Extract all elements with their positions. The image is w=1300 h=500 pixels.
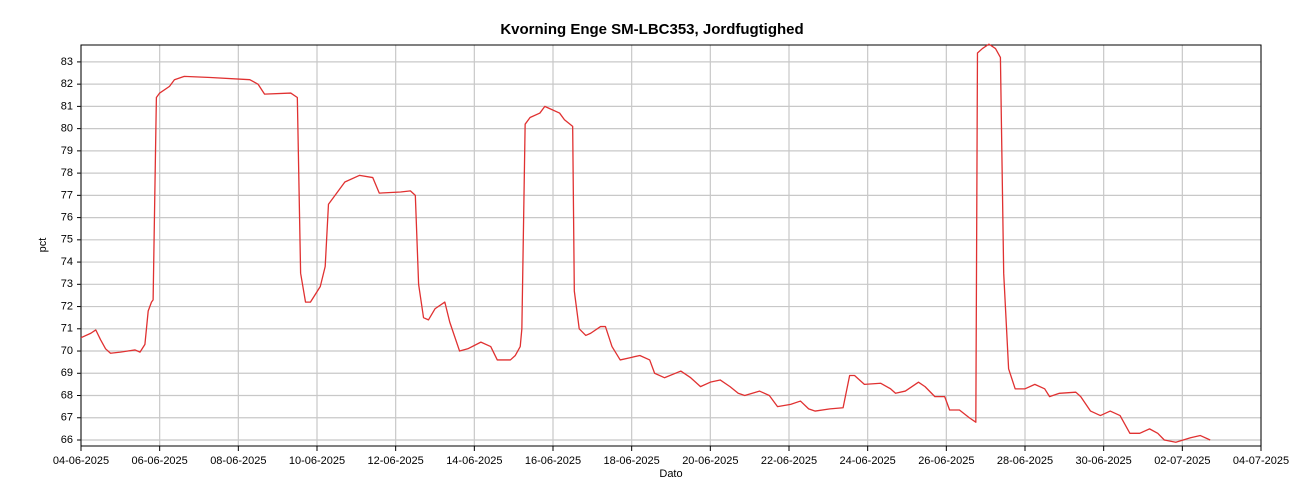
x-tick-label: 10-06-2025 [289, 455, 345, 467]
y-tick-label: 71 [61, 323, 73, 335]
data-line [80, 43, 1211, 443]
y-axis-label: pct [37, 238, 49, 253]
x-tick-label: 06-06-2025 [132, 455, 188, 467]
y-tick-label: 68 [61, 389, 73, 401]
x-tick-label: 30-06-2025 [1076, 455, 1132, 467]
x-tick-label: 26-06-2025 [918, 455, 974, 467]
x-tick-label: 12-06-2025 [368, 455, 424, 467]
plot-frame [80, 44, 1262, 447]
x-tick-label: 28-06-2025 [997, 455, 1053, 467]
x-tick-label: 04-06-2025 [53, 455, 109, 467]
y-tick-label: 82 [61, 78, 73, 90]
x-tick-label: 24-06-2025 [840, 455, 896, 467]
y-tick-label: 66 [61, 434, 73, 446]
y-tick-label: 81 [61, 100, 73, 112]
y-tick-label: 75 [61, 234, 73, 246]
y-tick-label: 80 [61, 123, 73, 135]
y-tick-label: 79 [61, 145, 73, 157]
x-tick-label: 14-06-2025 [446, 455, 502, 467]
x-axis-label: Dato [659, 468, 682, 480]
x-tick-label: 20-06-2025 [682, 455, 738, 467]
y-tick-label: 77 [61, 189, 73, 201]
x-tick-label: 16-06-2025 [525, 455, 581, 467]
y-tick-label: 74 [61, 256, 73, 268]
y-tick-label: 78 [61, 167, 73, 179]
chart-title: Kvorning Enge SM-LBC353, Jordfugtighed [500, 21, 803, 38]
y-tick-label: 67 [61, 412, 73, 424]
x-tick-label: 22-06-2025 [761, 455, 817, 467]
x-tick-label: 02-07-2025 [1154, 455, 1210, 467]
x-tick-label: 08-06-2025 [210, 455, 266, 467]
y-tick-label: 83 [61, 56, 73, 68]
y-tick-label: 72 [61, 300, 73, 312]
x-tick-label: 18-06-2025 [604, 455, 660, 467]
y-tick-label: 69 [61, 367, 73, 379]
x-tick-label: 04-07-2025 [1233, 455, 1289, 467]
y-tick-label: 70 [61, 345, 73, 357]
y-tick-label: 76 [61, 211, 73, 223]
y-tick-label: 73 [61, 278, 73, 290]
